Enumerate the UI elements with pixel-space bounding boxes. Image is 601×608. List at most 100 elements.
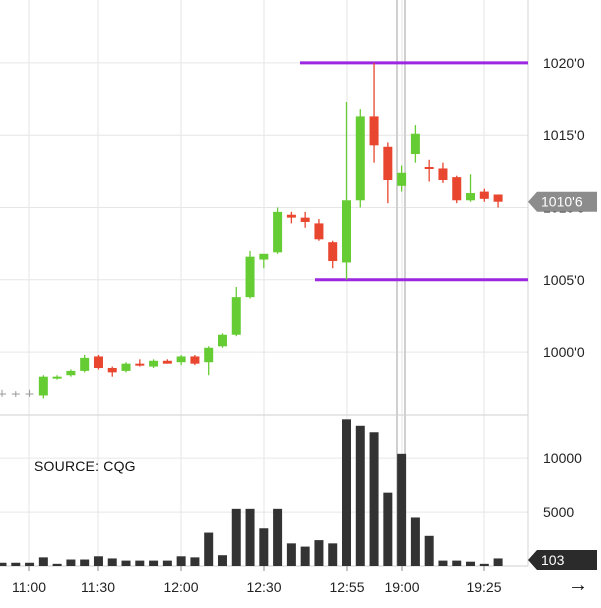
volume-bar[interactable] [355, 425, 365, 566]
candle[interactable] [11, 391, 20, 397]
volume-bar[interactable] [149, 560, 159, 566]
candle-body [273, 211, 283, 253]
volume-bar[interactable] [300, 546, 310, 566]
volume-bar[interactable] [286, 543, 296, 566]
volume-bar[interactable] [231, 508, 241, 566]
candle[interactable] [286, 211, 296, 224]
volume-bar[interactable] [93, 556, 103, 566]
candle[interactable] [162, 359, 172, 364]
candle-body [149, 360, 159, 367]
last-volume-label: 103 [541, 552, 565, 568]
volume-bar[interactable] [66, 559, 76, 566]
volume-bar[interactable] [176, 556, 186, 566]
volume-bar[interactable] [438, 560, 448, 566]
x-tick-label: 12:30 [246, 579, 281, 595]
volume-bar[interactable] [107, 558, 117, 566]
volume-bar[interactable] [493, 558, 503, 566]
candle[interactable] [410, 125, 420, 163]
candle[interactable] [107, 366, 117, 377]
candle[interactable] [135, 359, 145, 367]
candle[interactable] [300, 211, 310, 228]
volume-bar[interactable] [25, 562, 35, 566]
candle-body [300, 217, 310, 222]
volume-bar[interactable] [245, 508, 255, 566]
candle[interactable] [190, 354, 200, 366]
volume-bar[interactable] [135, 560, 145, 566]
volume-bar[interactable] [397, 453, 407, 566]
x-tick-label: 19:00 [384, 579, 419, 595]
horizontal-levels[interactable] [300, 61, 528, 282]
volume-bar[interactable] [80, 559, 90, 566]
volume-bar[interactable] [0, 562, 7, 566]
candle-body [162, 360, 172, 364]
candle[interactable] [273, 207, 283, 254]
candle[interactable] [452, 175, 462, 204]
volume-bar[interactable] [424, 535, 434, 566]
volume-bar[interactable] [314, 540, 324, 566]
volume-bar[interactable] [217, 555, 227, 566]
candle[interactable] [355, 109, 365, 208]
volume-bar[interactable] [121, 560, 131, 566]
candle[interactable] [438, 162, 448, 183]
volume-bar[interactable] [259, 528, 269, 566]
candle-body [424, 167, 434, 170]
candles[interactable] [0, 62, 503, 399]
x-tick-label: 11:00 [12, 579, 46, 595]
candle[interactable] [80, 354, 90, 373]
volume-bar[interactable] [328, 543, 338, 566]
candle[interactable] [217, 333, 227, 348]
candle[interactable] [204, 346, 214, 376]
scroll-right-arrow-icon[interactable]: → [568, 574, 588, 596]
candle[interactable] [383, 142, 393, 204]
candle[interactable] [397, 165, 407, 192]
candle[interactable] [52, 375, 62, 380]
candle[interactable] [479, 188, 489, 202]
candle[interactable] [0, 389, 6, 397]
candle[interactable] [369, 62, 379, 163]
volume-bar[interactable] [452, 560, 462, 566]
candle[interactable] [231, 287, 241, 337]
candle[interactable] [176, 354, 186, 366]
volume-bar[interactable] [204, 532, 214, 566]
candle[interactable] [328, 240, 338, 269]
candle[interactable] [342, 101, 351, 280]
candle[interactable] [466, 174, 476, 202]
candle[interactable] [424, 159, 434, 182]
volume-bar[interactable] [342, 419, 351, 566]
candle[interactable] [493, 194, 503, 208]
candle[interactable] [38, 375, 48, 399]
candle[interactable] [121, 362, 131, 373]
volume-bar[interactable] [52, 563, 62, 566]
candle-body [438, 168, 448, 181]
candle-body [176, 356, 186, 363]
candle-body [107, 368, 117, 373]
volume-bar[interactable] [190, 557, 200, 566]
candle[interactable] [245, 250, 255, 299]
candle[interactable] [25, 389, 34, 397]
candle[interactable] [66, 369, 76, 377]
volume-bar[interactable] [38, 557, 48, 566]
candle[interactable] [314, 219, 324, 241]
volume-bar[interactable] [273, 508, 283, 566]
x-tick-label: 19:25 [466, 579, 501, 595]
last-volume-badge [528, 550, 597, 570]
candle-body [328, 242, 338, 262]
candle-body [493, 194, 503, 202]
candle[interactable] [93, 354, 103, 370]
candle[interactable] [149, 359, 159, 369]
volume-bar[interactable] [383, 492, 393, 566]
volume-bar[interactable] [410, 517, 420, 566]
candle-body [245, 256, 255, 298]
volume-bar[interactable] [369, 432, 379, 566]
candle-body [135, 363, 145, 366]
volume-bars[interactable] [0, 419, 503, 566]
volume-bar[interactable] [162, 560, 172, 566]
candle[interactable] [259, 253, 269, 269]
candle-body [190, 356, 200, 364]
volume-bar[interactable] [466, 561, 476, 566]
x-tick-label: 12:00 [163, 579, 198, 595]
volume-bar[interactable] [479, 563, 489, 566]
volume-bar[interactable] [11, 562, 21, 566]
